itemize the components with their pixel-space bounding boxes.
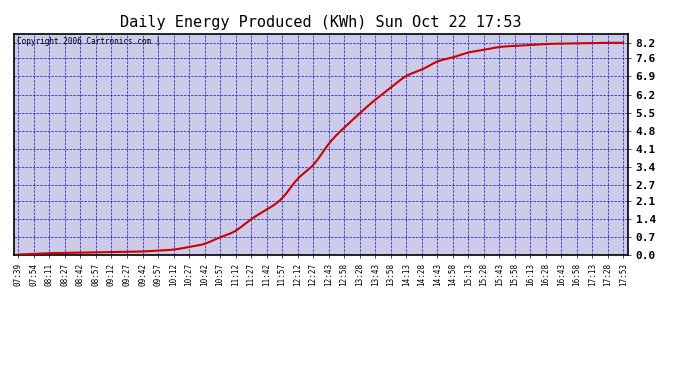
Title: Daily Energy Produced (KWh) Sun Oct 22 17:53: Daily Energy Produced (KWh) Sun Oct 22 1… [120,15,522,30]
Text: Copyright 2006 Cartronics.com |: Copyright 2006 Cartronics.com | [17,37,160,46]
